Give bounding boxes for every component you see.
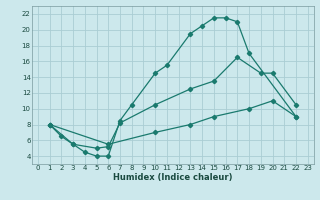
X-axis label: Humidex (Indice chaleur): Humidex (Indice chaleur) xyxy=(113,173,233,182)
